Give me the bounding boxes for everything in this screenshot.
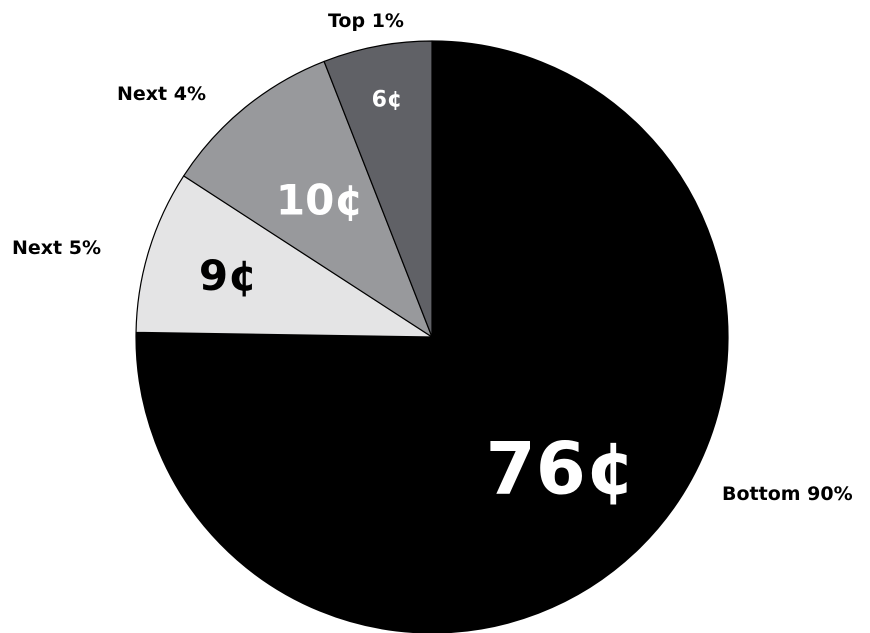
pie-slice-next-5pct xyxy=(135,175,433,338)
slice-value-bottom-90pct: 76¢ xyxy=(486,427,636,511)
slice-value-next-5pct: 9¢ xyxy=(199,251,257,300)
slice-label-bottom-90pct: Bottom 90% xyxy=(722,483,853,505)
slice-value-labels: 76¢ 9¢ 10¢ 6¢ xyxy=(199,87,636,510)
slice-value-top-1pct: 6¢ xyxy=(372,87,403,112)
pie-slices xyxy=(135,40,729,633)
pie-slice-top-1pct xyxy=(323,40,433,338)
pie-slice-next-4pct xyxy=(183,60,433,338)
slice-label-next-4pct: Next 4% xyxy=(117,83,206,105)
slice-label-next-5pct: Next 5% xyxy=(12,237,101,259)
pie-slice-bottom-90pct xyxy=(135,40,729,633)
slice-value-next-4pct: 10¢ xyxy=(276,176,364,225)
slice-category-labels: Bottom 90% Next 5% Next 4% Top 1% xyxy=(12,10,853,505)
slice-label-top-1pct: Top 1% xyxy=(328,10,404,32)
